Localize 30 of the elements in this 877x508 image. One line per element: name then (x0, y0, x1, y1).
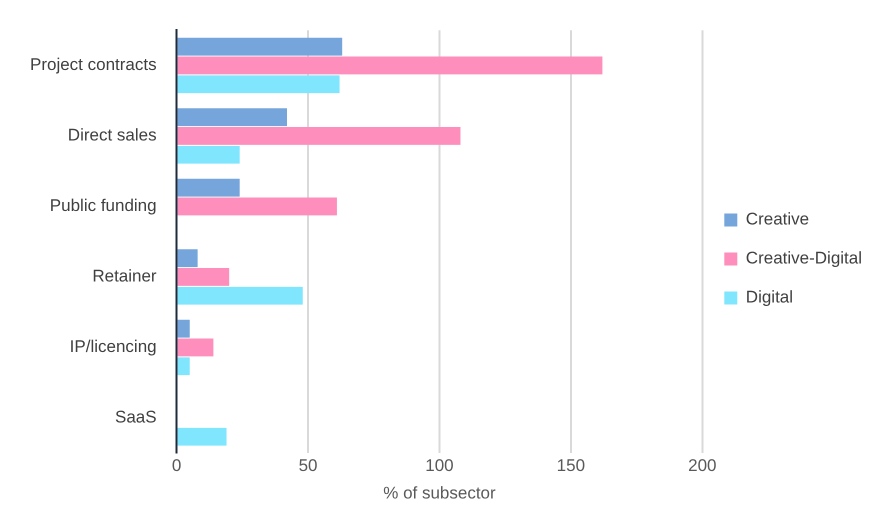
bar (178, 198, 337, 216)
x-tick-label: 100 (425, 456, 454, 476)
y-tick-label: Public funding (50, 196, 157, 216)
x-tick-label: 150 (556, 456, 586, 476)
bar (178, 286, 303, 305)
bar (178, 75, 340, 94)
bar (178, 38, 342, 56)
bar (178, 320, 190, 338)
bar (178, 249, 198, 268)
bar (178, 268, 230, 286)
bar (178, 146, 240, 164)
bar (178, 108, 287, 126)
y-tick-label: SaaS (115, 408, 157, 427)
bar (178, 338, 214, 356)
legend-label: Creative (746, 210, 810, 229)
bar (178, 357, 190, 376)
bar (178, 178, 240, 197)
bar (178, 428, 227, 446)
y-tick-label: Direct sales (68, 126, 157, 145)
y-tick-label: IP/licencing (70, 337, 157, 356)
legend-label: Creative-Digital (746, 248, 862, 268)
x-tick-label: 50 (298, 456, 318, 476)
y-tick-label: Retainer (92, 266, 157, 286)
bar (178, 56, 602, 74)
x-tick-label: 0 (172, 456, 182, 476)
bar (178, 127, 460, 145)
y-tick-label: Project contracts (30, 55, 157, 74)
legend-label: Digital (746, 288, 794, 307)
x-axis-title: % of subsector (383, 483, 496, 502)
x-tick-label: 200 (688, 456, 716, 476)
